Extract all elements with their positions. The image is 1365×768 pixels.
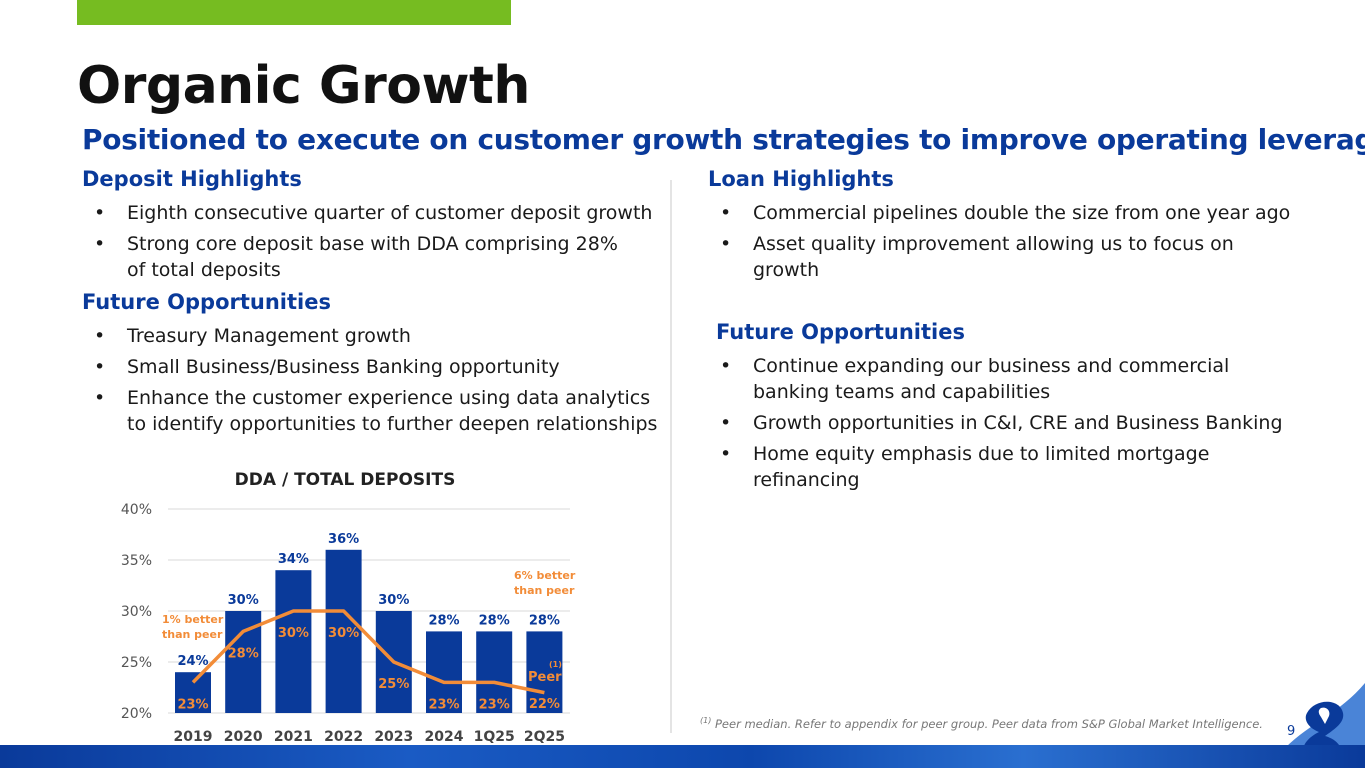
list-item: • Eighth consecutive quarter of customer … xyxy=(94,202,653,224)
list-item: • Enhance the customer experience using d… xyxy=(94,387,658,435)
peer-value-label: 30% xyxy=(328,626,359,641)
chart-x-axis: 2019 2020 2021 2022 2023 2024 1Q25 2Q25 xyxy=(174,729,565,745)
deposit-bullets: • Eighth consecutive quarter of customer … xyxy=(82,200,667,288)
annotation-left-1: 1% better xyxy=(162,613,224,626)
list-item: • Growth opportunities in C&I, CRE and Bu… xyxy=(720,412,1283,434)
left-future-bullets: • Treasury Management growth • Small Busin… xyxy=(82,323,667,442)
y-tick-label: 30% xyxy=(121,604,152,620)
accent-bar xyxy=(77,0,511,25)
y-tick-label: 40% xyxy=(121,502,152,518)
chart-title: DDA / TOTAL DEPOSITS xyxy=(235,470,456,490)
peer-value-label: 28% xyxy=(228,646,259,661)
right-future-opportunities-heading: Future Opportunities xyxy=(716,320,965,344)
list-item: • Continue expanding our business and com… xyxy=(720,355,1230,403)
loan-highlights-heading: Loan Highlights xyxy=(708,167,894,191)
list-item: • Treasury Management growth xyxy=(94,325,411,347)
bar xyxy=(325,549,362,713)
chart-data-labels: 24% 30% 34% 36% 30% 28% 28% 28% 23% 28% 30% 30% 25% 2… xyxy=(177,532,560,713)
bottom-brand-band xyxy=(0,745,1365,768)
x-tick-label: 2020 xyxy=(224,729,263,745)
bar-value-label: 34% xyxy=(278,552,309,567)
bar-value-label: 24% xyxy=(177,654,208,669)
peer-series-line xyxy=(191,609,545,695)
dda-total-deposits-chart: DDA / TOTAL DEPOSITS 20% 25% 30% 35% 40% 24%… xyxy=(121,470,576,745)
peer-value-label: 23% xyxy=(479,697,510,712)
page-subtitle: Positioned to execute on customer growth… xyxy=(82,123,1365,156)
column-divider xyxy=(670,180,672,733)
bar-value-label: 30% xyxy=(228,593,259,608)
peer-value-label: 30% xyxy=(278,626,309,641)
bar-value-label: 28% xyxy=(428,613,459,628)
bar-value-label: 30% xyxy=(378,593,409,608)
loan-bullets: • Commercial pipelines double the size fr… xyxy=(708,200,1313,288)
list-item: • Asset quality improvement allowing us t… xyxy=(720,233,1234,281)
peer-value-label: 25% xyxy=(378,677,409,692)
y-tick-label: 25% xyxy=(121,655,152,671)
y-tick-label: 35% xyxy=(121,553,152,569)
bar xyxy=(526,631,563,713)
page-title: Organic Growth xyxy=(77,56,530,116)
chart-bars xyxy=(175,549,563,713)
peer-tag: Peer xyxy=(528,670,562,685)
list-item: • Small Business/Business Banking opportu… xyxy=(94,356,560,378)
x-tick-label: 2019 xyxy=(174,729,213,745)
x-tick-label: 2024 xyxy=(425,729,464,745)
left-future-opportunities-heading: Future Opportunities xyxy=(82,290,331,314)
x-tick-label: 2021 xyxy=(274,729,313,745)
x-tick-label: 1Q25 xyxy=(474,729,515,745)
x-tick-label: 2Q25 xyxy=(524,729,565,745)
peer-value-label: 22% xyxy=(529,697,560,712)
chart-y-axis: 20% 25% 30% 35% 40% xyxy=(121,502,152,722)
bar-value-label: 36% xyxy=(328,532,359,547)
chart-peer-line xyxy=(191,609,545,695)
peer-value-label: 23% xyxy=(428,697,459,712)
annotation-right-1: 6% better xyxy=(514,569,576,582)
list-item: • Commercial pipelines double the size fr… xyxy=(720,202,1291,224)
x-tick-label: 2022 xyxy=(324,729,363,745)
peer-tag-superscript: (1) xyxy=(549,660,562,669)
list-item: • Strong core deposit base with DDA compr… xyxy=(94,233,618,281)
bar xyxy=(476,631,513,713)
bar-value-label: 28% xyxy=(529,613,560,628)
peer-value-label: 23% xyxy=(177,697,208,712)
bar xyxy=(175,672,211,713)
annotation-right-2: than peer xyxy=(514,584,575,597)
annotation-left-2: than peer xyxy=(162,628,223,641)
right-future-bullets: • Continue expanding our business and com… xyxy=(708,353,1313,498)
y-tick-label: 20% xyxy=(121,706,152,722)
bar xyxy=(426,631,462,713)
list-item: • Home equity emphasis due to limited mor… xyxy=(720,443,1210,491)
bar-value-label: 28% xyxy=(479,613,510,628)
deposit-highlights-heading: Deposit Highlights xyxy=(82,167,302,191)
bar xyxy=(275,570,312,713)
footnote: (1) Peer median. Refer to appendix for p… xyxy=(700,716,1263,731)
x-tick-label: 2023 xyxy=(374,729,413,745)
page-number: 9 xyxy=(1287,724,1296,739)
